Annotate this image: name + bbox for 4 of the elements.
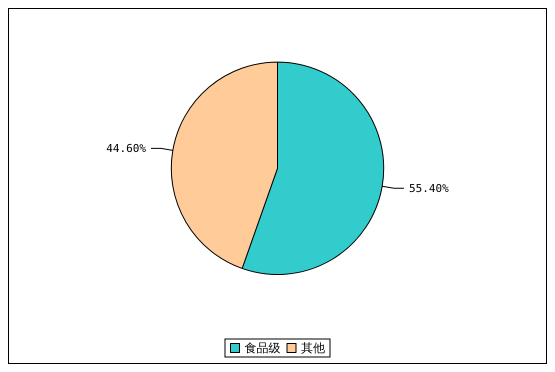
- data-label: 55.40%: [409, 182, 450, 195]
- data-label: 44.60%: [106, 142, 146, 155]
- legend-label: 食品级: [244, 341, 280, 355]
- legend-label: 其他: [301, 341, 325, 355]
